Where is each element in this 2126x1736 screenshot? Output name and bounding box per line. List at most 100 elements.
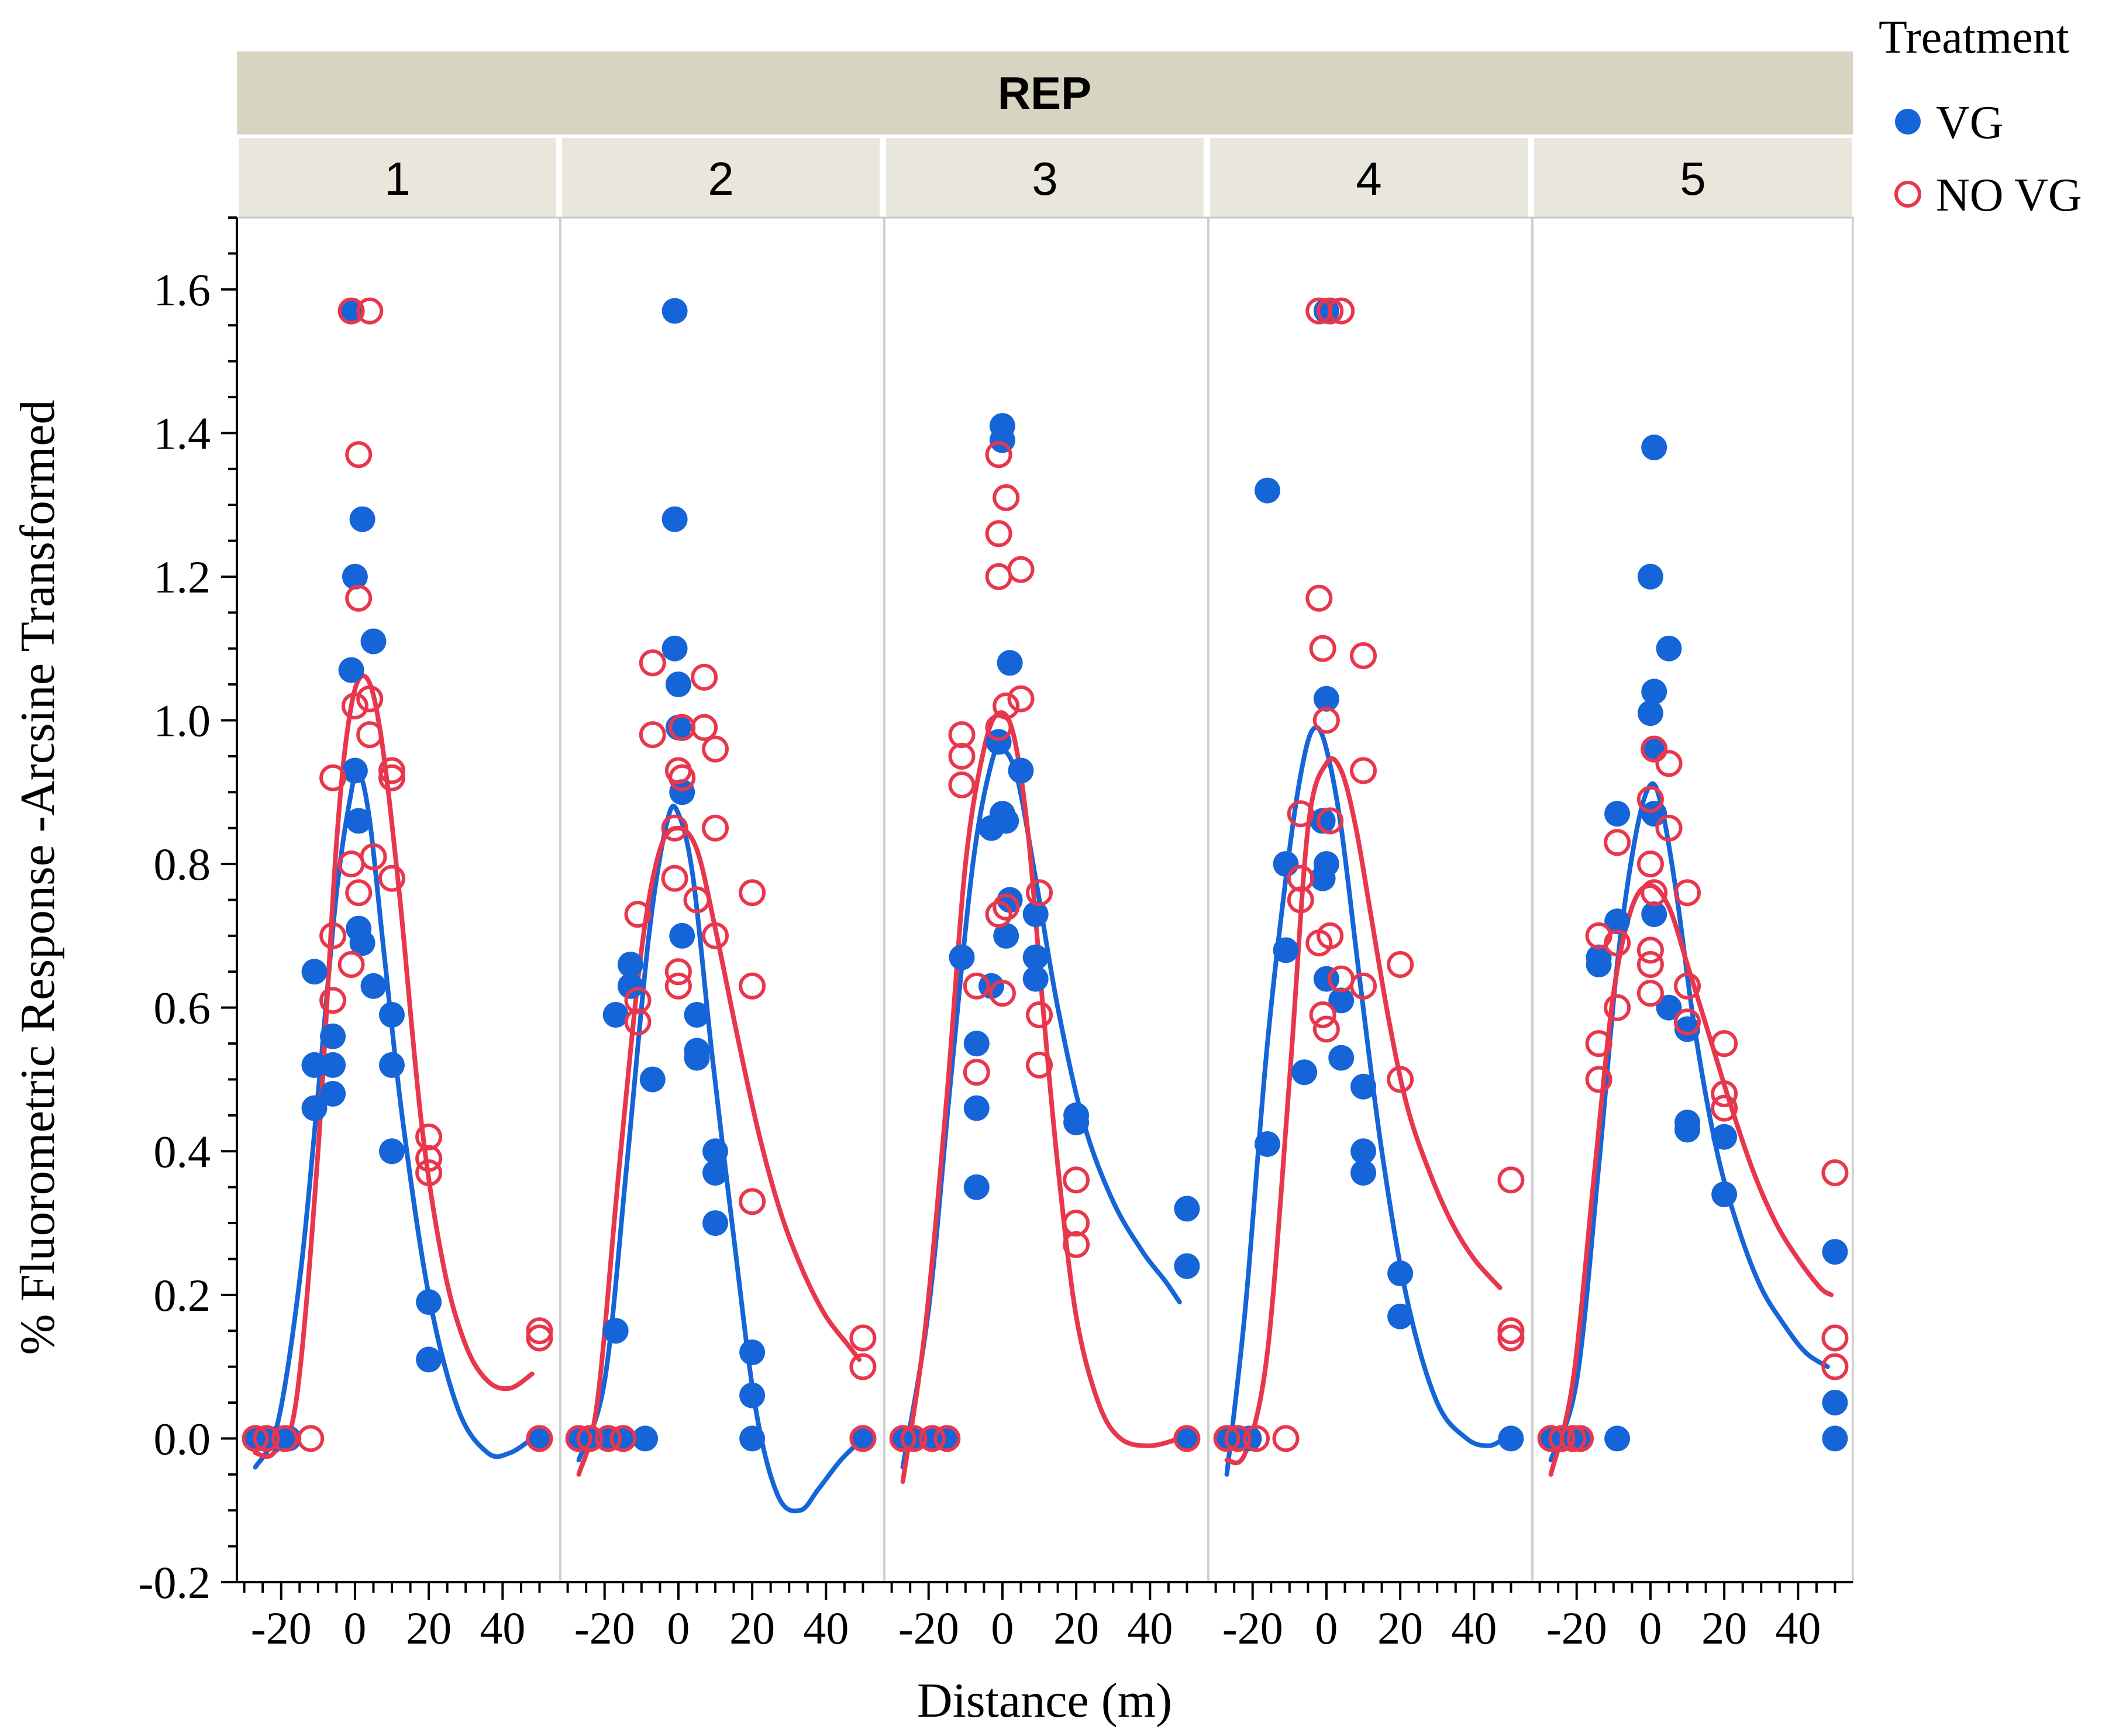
- point-vg-panel-5: [1822, 1239, 1848, 1265]
- point-no-vg-panel-1: [337, 297, 365, 325]
- point-vg-panel-5: [1637, 700, 1663, 726]
- point-no-vg-panel-2: [661, 864, 688, 892]
- x-tick-label: 40: [480, 1603, 525, 1654]
- point-vg-panel-5: [1656, 994, 1682, 1021]
- point-no-vg-panel-1: [356, 685, 384, 712]
- x-tick-label: -20: [898, 1603, 959, 1654]
- point-vg-panel-2: [661, 506, 688, 532]
- point-vg-panel-2: [661, 635, 688, 662]
- point-vg-panel-4: [1273, 851, 1299, 877]
- point-vg-panel-5: [1822, 1425, 1848, 1452]
- point-vg-panel-4: [1498, 1425, 1524, 1452]
- point-vg-panel-5: [1822, 1390, 1848, 1415]
- point-vg-panel-3: [1022, 901, 1049, 928]
- point-no-vg-panel-2: [624, 987, 652, 1014]
- panel-header-label-2: 2: [708, 153, 734, 205]
- point-no-vg-panel-5: [1604, 929, 1631, 957]
- point-no-vg-panel-3: [1007, 685, 1035, 712]
- point-no-vg-panel-3: [889, 1425, 916, 1452]
- x-tick-label: 20: [1701, 1603, 1747, 1654]
- point-no-vg-panel-5: [1636, 936, 1664, 964]
- point-vg-panel-2: [684, 1002, 710, 1028]
- point-vg-panel-1: [320, 1081, 346, 1107]
- point-vg-panel-1: [338, 298, 364, 324]
- point-no-vg-panel-4: [1243, 1425, 1270, 1452]
- point-no-vg-panel-4: [1350, 972, 1377, 1000]
- fit-curve-vg-panel-4: [1224, 725, 1506, 1477]
- fit-curve-no-vg-panel-2: [576, 825, 862, 1477]
- x-tick-label: 20: [1053, 1603, 1099, 1654]
- point-vg-panel-4: [1387, 1260, 1414, 1286]
- point-no-vg-panel-3: [985, 901, 1012, 928]
- point-no-vg-panel-5: [1641, 735, 1668, 763]
- point-no-vg-panel-2: [702, 814, 729, 842]
- point-vg-panel-1: [416, 1346, 442, 1373]
- point-vg-panel-2: [850, 1425, 876, 1452]
- point-vg-panel-3: [963, 1174, 990, 1200]
- point-no-vg-panel-3: [1063, 1210, 1090, 1237]
- x-tick-label: 40: [803, 1603, 849, 1654]
- point-no-vg-panel-1: [341, 693, 368, 719]
- fit-curve-no-vg-panel-1: [253, 673, 535, 1459]
- point-no-vg-panel-4: [1497, 1324, 1525, 1352]
- point-no-vg-panel-2: [849, 1353, 877, 1380]
- point-no-vg-panel-2: [691, 714, 718, 741]
- point-no-vg-panel-3: [1063, 1166, 1090, 1194]
- fit-curve-no-vg-panel-4: [1224, 756, 1503, 1465]
- x-tick-label: 20: [1377, 1603, 1423, 1654]
- point-no-vg-panel-2: [639, 721, 666, 749]
- point-no-vg-panel-5: [1585, 922, 1612, 949]
- point-no-vg-panel-2: [739, 1188, 766, 1215]
- x-tick-label: 0: [667, 1603, 690, 1654]
- point-no-vg-panel-1: [253, 1425, 280, 1452]
- legend-label-vg: VG: [1936, 97, 2004, 149]
- point-no-vg-panel-5: [1674, 1008, 1701, 1036]
- point-no-vg-panel-1: [337, 951, 365, 978]
- point-no-vg-panel-5: [1655, 814, 1683, 842]
- x-tick-label: 20: [729, 1603, 775, 1654]
- point-vg-panel-1: [379, 1052, 405, 1078]
- point-vg-panel-1: [379, 1138, 405, 1165]
- point-no-vg-panel-2: [609, 1425, 637, 1452]
- point-vg-panel-2: [684, 1045, 710, 1071]
- point-no-vg-panel-1: [378, 757, 405, 784]
- point-vg-panel-1: [349, 930, 375, 956]
- point-vg-panel-1: [338, 657, 364, 683]
- point-no-vg-panel-2: [576, 1425, 604, 1452]
- point-no-vg-panel-4: [1497, 1166, 1525, 1194]
- point-vg-panel-4: [1313, 851, 1339, 877]
- point-no-vg-panel-5: [1604, 829, 1631, 856]
- point-vg-panel-1: [346, 808, 372, 834]
- legend-label-no-vg: NO VG: [1936, 170, 2082, 221]
- x-tick-label: 0: [1315, 1603, 1338, 1654]
- panel-header-3: [886, 138, 1204, 218]
- point-no-vg-panel-4: [1350, 757, 1377, 784]
- legend-title: Treatment: [1879, 12, 2069, 63]
- y-tick-label: 0.2: [154, 1270, 211, 1321]
- point-no-vg-panel-5: [1636, 850, 1664, 878]
- point-no-vg-panel-3: [963, 1059, 990, 1086]
- point-no-vg-panel-3: [985, 441, 1012, 469]
- point-no-vg-panel-4: [1312, 1015, 1340, 1043]
- point-vg-panel-2: [661, 298, 688, 324]
- panel-header-5: [1534, 138, 1852, 218]
- point-vg-panel-1: [360, 628, 387, 655]
- point-vg-panel-1: [301, 959, 328, 985]
- x-tick-label: 0: [991, 1603, 1014, 1654]
- point-no-vg-panel-3: [948, 771, 976, 798]
- point-vg-panel-3: [1008, 757, 1034, 784]
- point-no-vg-panel-2: [849, 1425, 877, 1452]
- point-vg-panel-5: [1641, 901, 1667, 928]
- point-no-vg-panel-3: [1026, 1051, 1053, 1079]
- point-no-vg-panel-4: [1287, 864, 1314, 892]
- point-no-vg-panel-4: [1309, 1001, 1336, 1028]
- point-vg-panel-1: [526, 1425, 553, 1452]
- point-no-vg-panel-1: [297, 1425, 325, 1452]
- point-vg-panel-2: [702, 1138, 728, 1165]
- point-vg-panel-2: [739, 1339, 766, 1366]
- y-tick-label: 1.4: [154, 408, 211, 459]
- x-tick-label: 40: [1775, 1603, 1821, 1654]
- point-vg-panel-3: [1063, 1110, 1090, 1136]
- point-vg-panel-2: [669, 922, 695, 949]
